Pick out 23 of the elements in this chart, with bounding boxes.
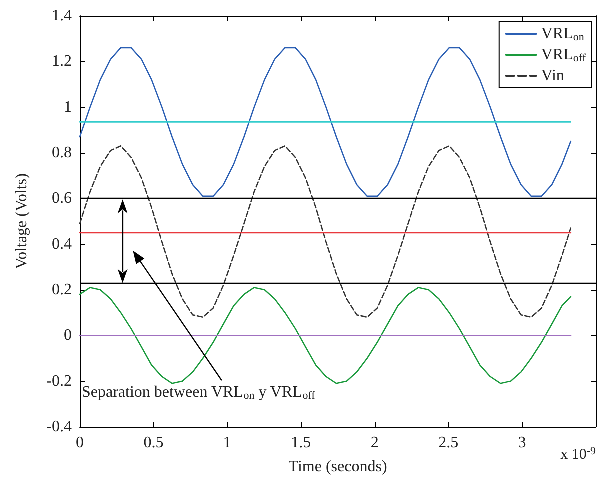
x-tick-label: 3: [518, 434, 526, 452]
line-series: [79, 287, 572, 384]
y-axis-title: Voltage (Volts): [14, 174, 30, 270]
x-tick-label: 1: [223, 434, 232, 452]
y-tick-label: 0.6: [52, 190, 72, 208]
legend-label: Vin: [541, 68, 564, 84]
x-tick-label: 2.5: [438, 434, 459, 452]
y-tick-label: 0.8: [52, 144, 72, 162]
x-tick-label: 1.5: [291, 434, 312, 452]
y-tick-label: 1.4: [52, 8, 72, 24]
x-tick-label: 0.5: [144, 434, 164, 452]
y-tick-label: 0.4: [52, 236, 72, 253]
y-tick-label: 0: [64, 327, 72, 344]
line-series: [79, 146, 572, 318]
x-tick-label: 0: [76, 434, 84, 452]
y-tick-label: 1.2: [52, 53, 72, 70]
line-series: [79, 47, 572, 198]
y-tick-label: 1: [64, 98, 72, 116]
y-tick-label: 0.2: [52, 282, 72, 298]
y-tick-label: -0.4: [46, 418, 72, 436]
x-axis-title: Time (seconds): [288, 458, 388, 476]
x-tick-label: 2: [370, 434, 379, 452]
y-tick-label: -0.2: [46, 372, 72, 390]
